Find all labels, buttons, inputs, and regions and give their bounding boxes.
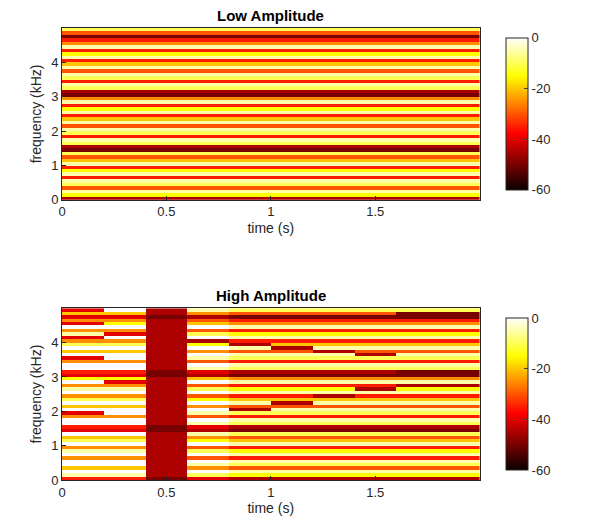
svg-text:1.5: 1.5 [366,204,384,219]
svg-text:-60: -60 [532,463,551,478]
svg-text:3: 3 [51,369,58,384]
svg-text:time (s): time (s) [247,500,294,516]
svg-text:High Amplitude: High Amplitude [216,287,326,304]
svg-text:1: 1 [51,158,58,173]
svg-text:4: 4 [51,335,58,350]
svg-text:-40: -40 [532,132,551,147]
svg-text:4: 4 [51,55,58,70]
svg-text:0: 0 [58,485,65,500]
svg-text:0: 0 [51,192,58,207]
svg-text:0: 0 [51,473,58,488]
svg-text:1: 1 [267,485,274,500]
svg-text:-60: -60 [532,182,551,197]
svg-text:1: 1 [51,438,58,453]
svg-text:0: 0 [58,204,65,219]
svg-text:0: 0 [532,311,539,326]
svg-text:time (s): time (s) [247,220,294,236]
svg-text:-40: -40 [532,412,551,427]
svg-text:frequency (kHz): frequency (kHz) [28,345,44,444]
svg-text:frequency (kHz): frequency (kHz) [28,64,44,163]
svg-text:-20: -20 [532,81,551,96]
svg-text:0.5: 0.5 [157,204,175,219]
svg-text:3: 3 [51,89,58,104]
svg-text:0: 0 [532,30,539,45]
svg-text:1.5: 1.5 [366,485,384,500]
svg-text:0.5: 0.5 [157,485,175,500]
svg-text:2: 2 [51,404,58,419]
svg-text:2: 2 [51,124,58,139]
svg-text:Low Amplitude: Low Amplitude [217,7,324,24]
svg-text:-20: -20 [532,361,551,376]
svg-text:1: 1 [267,204,274,219]
